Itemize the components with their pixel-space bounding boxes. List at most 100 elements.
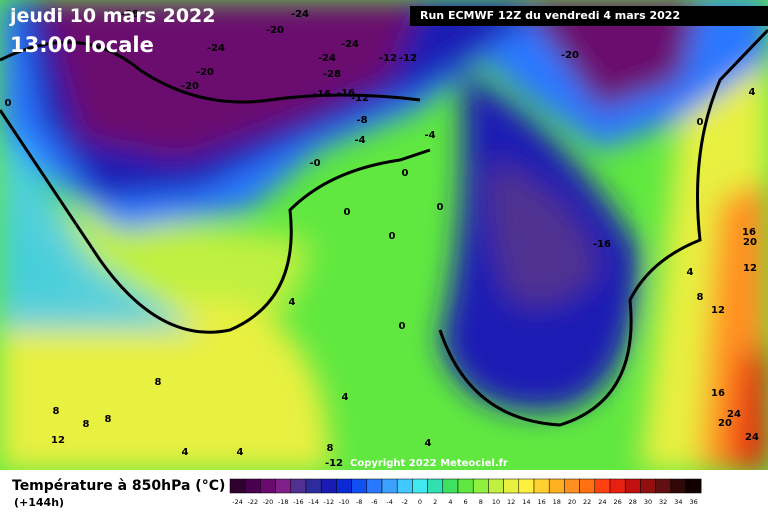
contour-label: 24: [727, 409, 741, 420]
contour-label: -16: [593, 239, 611, 250]
contour-label: 12: [711, 305, 725, 316]
contour-labels: -28 -24 -20 -24 -24 -12 -12 -20 -20 -20 …: [5, 9, 759, 469]
scale-label: 24: [598, 498, 606, 506]
contour-label: -24: [318, 53, 336, 64]
scale-label: 6: [464, 498, 468, 506]
scale-label: -18: [278, 498, 289, 506]
scale-swatch: [336, 478, 352, 494]
scale-label: 14: [522, 498, 530, 506]
scale-swatch: [472, 478, 489, 494]
contour-label: 8: [697, 292, 704, 303]
scale-label: 4: [448, 498, 452, 506]
contour-label: -16: [337, 88, 355, 99]
scale-swatch: [229, 478, 246, 494]
scale-label: -10: [339, 498, 350, 506]
contour-label: 12: [743, 263, 757, 274]
contour-label: 0: [389, 231, 396, 242]
run-info: Run ECMWF 12Z du vendredi 4 mars 2022: [420, 9, 680, 22]
copyright: Copyright 2022 Meteociel.fr: [350, 458, 508, 469]
contour-label: 20: [743, 237, 757, 248]
scale-label: 34: [674, 498, 682, 506]
contour-label: 16: [711, 388, 725, 399]
forecast-time: 13:00 locale: [10, 33, 154, 57]
scale-label: 10: [492, 498, 500, 506]
scale-swatch: [624, 478, 641, 494]
scale-label: 20: [568, 498, 576, 506]
scale-swatch: [442, 478, 459, 494]
scale-label: -12: [323, 498, 334, 506]
scale-swatch: [548, 478, 565, 494]
contour-label: -20: [266, 25, 284, 36]
scale-label: 28: [629, 498, 637, 506]
scale-swatch: [640, 478, 656, 494]
scale-label: -2: [402, 498, 408, 506]
scale-label: -22: [247, 498, 258, 506]
contour-label: 8: [83, 419, 90, 430]
color-scale: -24 -22 -20 -18 -16 -14 -12 -10 -8 -6 -4 -2 0 2 4 6 8 10 1…: [229, 478, 702, 506]
contour-label: -24: [341, 39, 359, 50]
contour-label: 4: [289, 297, 296, 308]
scale-swatch: [381, 478, 398, 494]
contour-label: 0: [402, 168, 409, 179]
scale-label: 12: [507, 498, 515, 506]
temperature-field: [0, 0, 768, 470]
scale-swatch: [579, 478, 596, 494]
contour-label: 4: [237, 447, 244, 458]
legend-title: Température à 850hPa (°C): [12, 478, 225, 494]
scale-swatch: [351, 478, 368, 494]
contour-label: 4: [342, 392, 349, 403]
contour-label: -28: [323, 69, 341, 80]
scale-swatch: [609, 478, 626, 494]
scale-swatch: [290, 478, 307, 494]
scale-label: 16: [537, 498, 545, 506]
scale-swatch: [412, 478, 428, 494]
legend-subtitle: (+144h): [14, 496, 64, 509]
scale-swatch: [518, 478, 535, 494]
contour-label: 20: [718, 418, 732, 429]
contour-label: -12: [325, 458, 343, 469]
contour-label: 0: [697, 117, 704, 128]
contour-label: -24: [207, 43, 225, 54]
contour-label: 16: [742, 227, 756, 238]
scale-label: -4: [386, 498, 392, 506]
scale-swatch: [655, 478, 672, 494]
contour-label: 4: [687, 267, 694, 278]
scale-label: 0: [418, 498, 422, 506]
contour-label: 12: [51, 435, 65, 446]
scale-label: 8: [479, 498, 483, 506]
scale-label: 36: [689, 498, 697, 506]
scale-label: 22: [583, 498, 591, 506]
scale-label: 30: [644, 498, 652, 506]
run-banner: [410, 6, 768, 26]
scale-swatch: [260, 478, 276, 494]
contour-label: 0: [5, 98, 12, 109]
scale-label: -6: [371, 498, 377, 506]
contour-label: -12: [399, 53, 417, 64]
contour-label: 0: [344, 207, 351, 218]
scale-swatch: [320, 478, 337, 494]
scale-label: -24: [232, 498, 243, 506]
contour-label: 8: [327, 443, 334, 454]
contour-label: 8: [155, 377, 162, 388]
scale-swatch: [533, 478, 550, 494]
contour-label: -24: [291, 9, 309, 20]
contour-label: -8: [356, 115, 367, 126]
scale-label: 2: [433, 498, 437, 506]
contour-label: 24: [745, 432, 759, 443]
scale-label: 32: [659, 498, 667, 506]
scale-swatch: [244, 478, 261, 494]
scale-swatch: [670, 478, 687, 494]
scale-swatch: [488, 478, 504, 494]
scale-label: -14: [308, 498, 319, 506]
scale-swatch: [275, 478, 292, 494]
contour-label: -20: [561, 50, 579, 61]
scale-label: -16: [293, 498, 304, 506]
contour-label: -4: [424, 130, 435, 141]
contour-label: 4: [425, 438, 432, 449]
scale-label: 26: [613, 498, 621, 506]
scale-label: -8: [356, 498, 362, 506]
scale-swatch: [457, 478, 474, 494]
contour-label: 0: [399, 321, 406, 332]
